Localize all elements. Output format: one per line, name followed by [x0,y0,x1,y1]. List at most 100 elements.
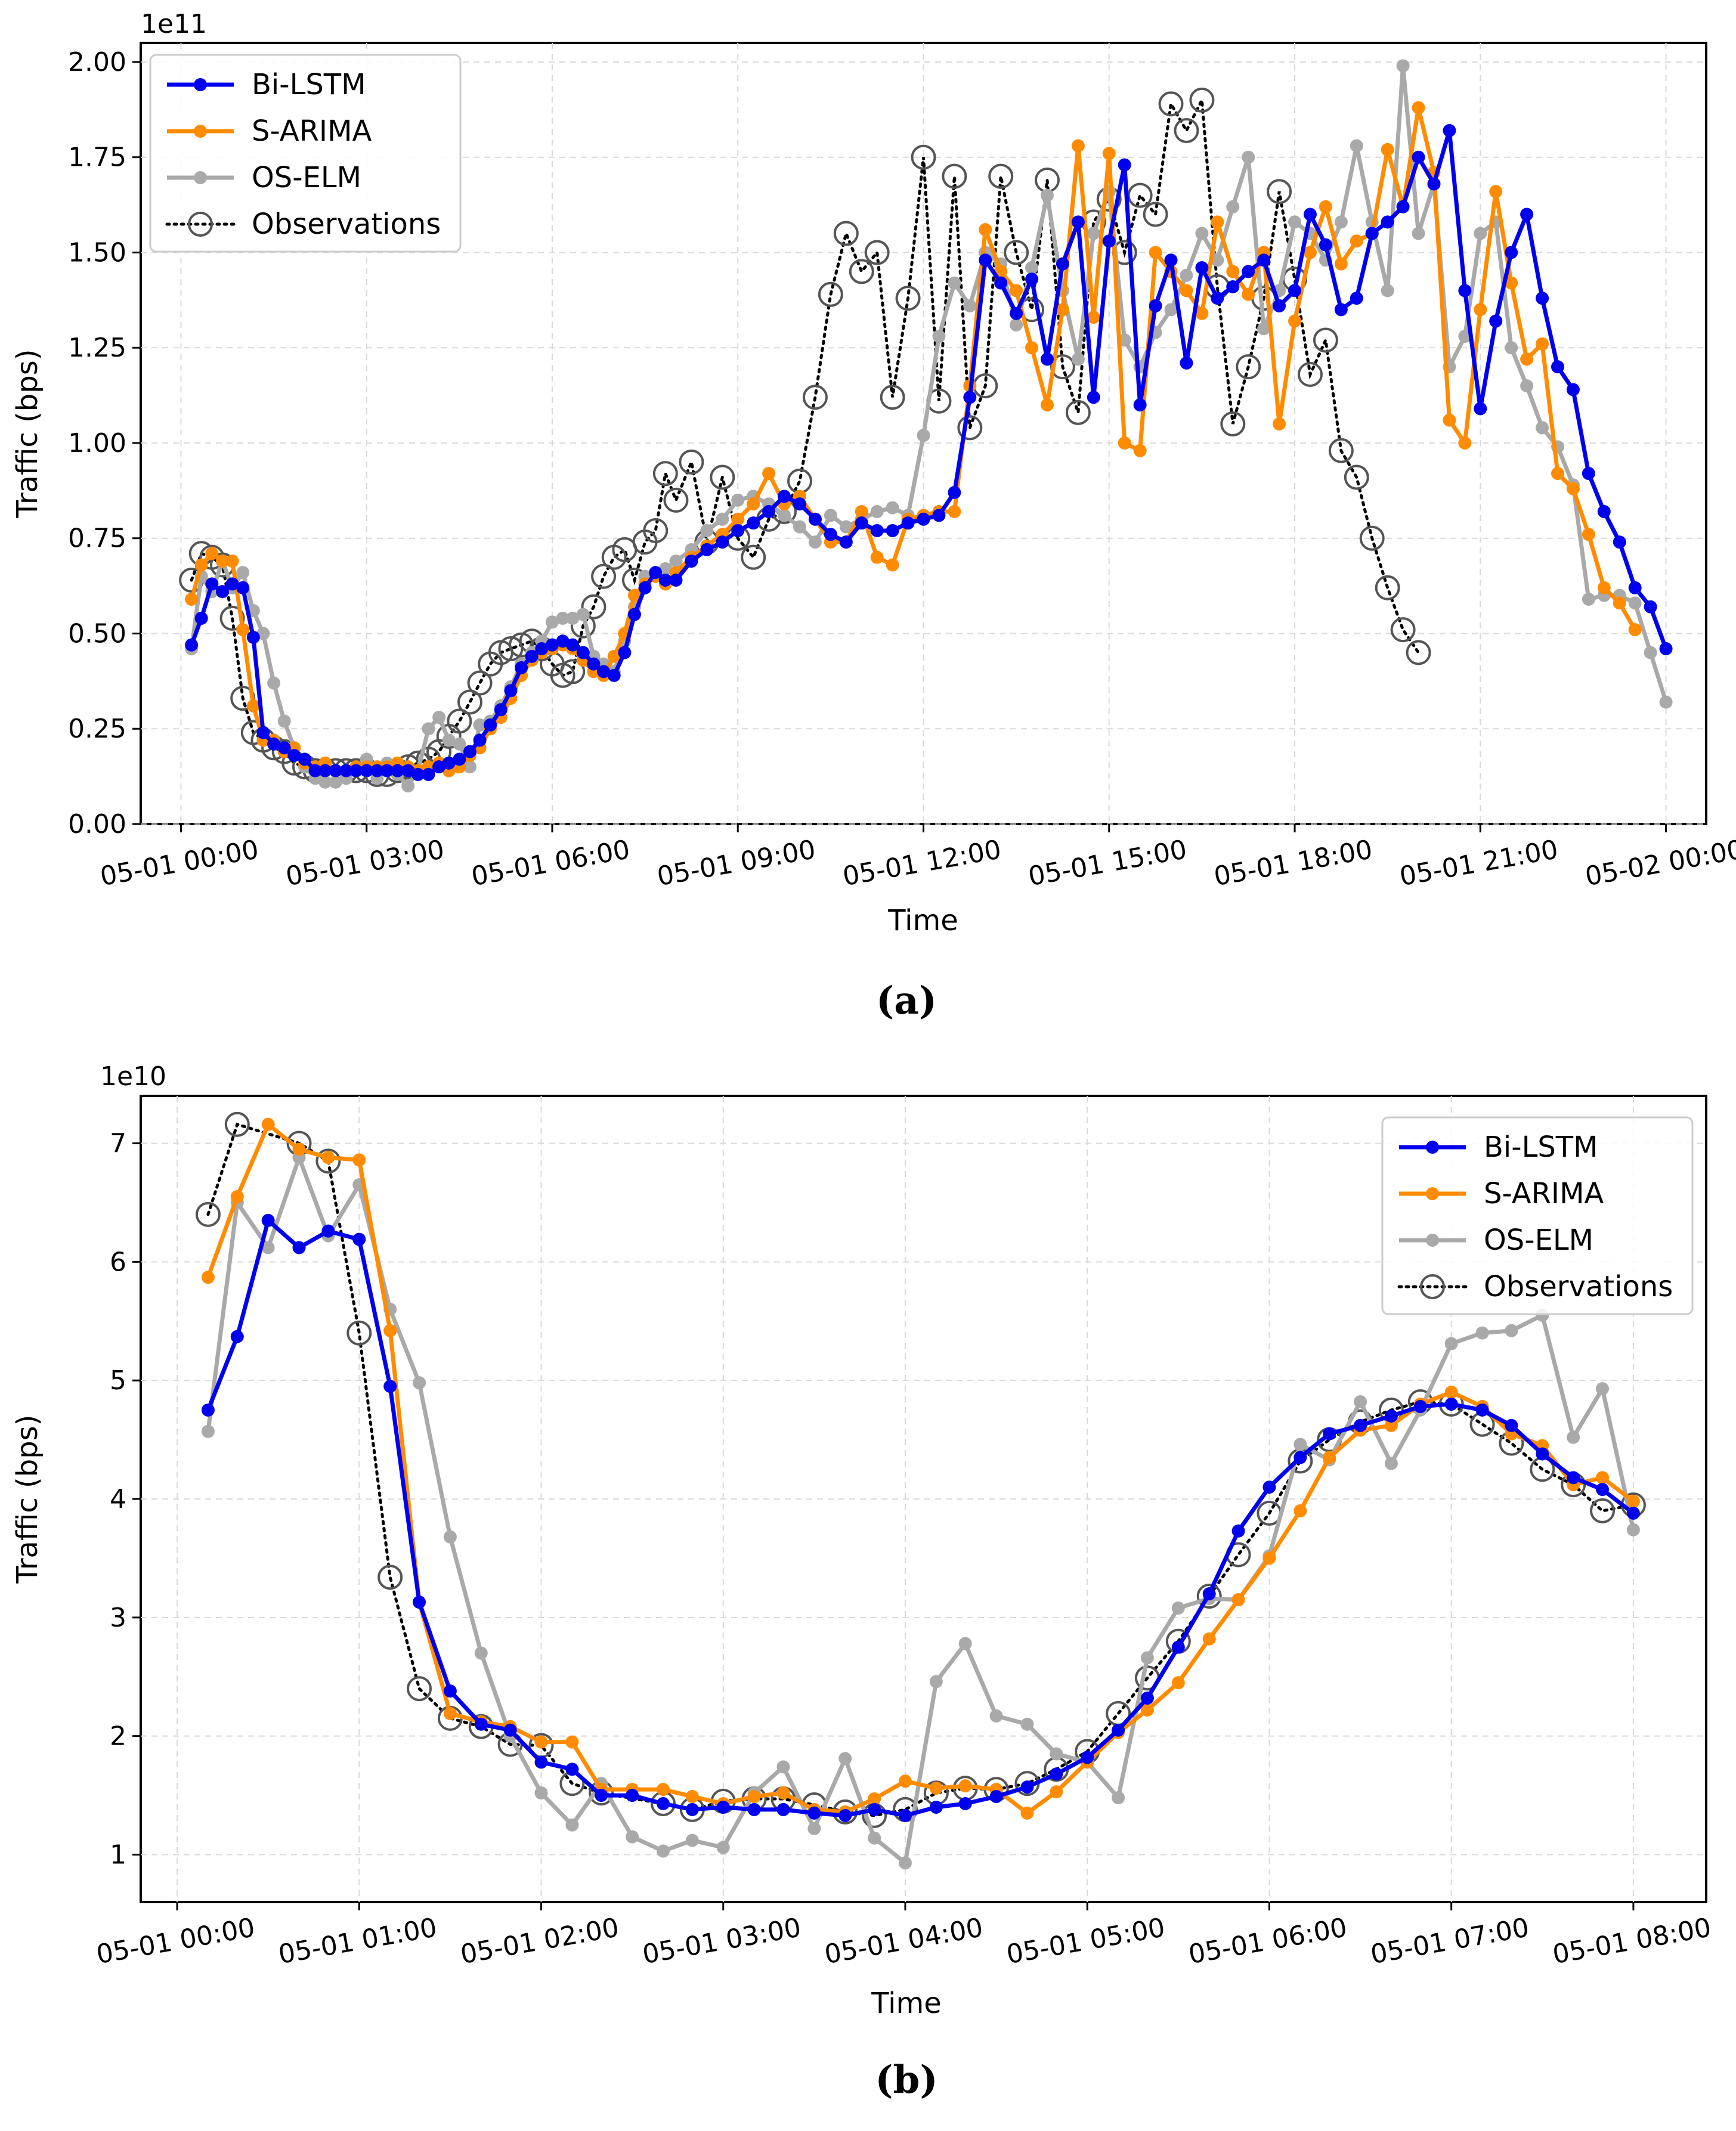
point-observations-b-31 [1196,1584,1222,1609]
point-observations-a-59 [849,259,874,284]
point-observations-a-78 [1143,202,1168,227]
point-s-arima-b-28 [1050,1785,1063,1799]
legend-a: Bi-LSTM S-ARIMA OS-ELM Observations [149,54,462,253]
point-observations-a-48 [679,449,704,475]
point-bi-lstm-b-23 [898,1808,912,1822]
point-os-elm-b-28 [1050,1747,1063,1761]
point-bi-lstm-a-12 [308,764,322,778]
point-os-elm-b-19 [776,1760,790,1774]
point-bi-lstm-b-16 [685,1802,699,1816]
point-s-arima-a-69 [1010,284,1023,298]
point-bi-lstm-a-84 [1242,265,1255,278]
point-s-arima-b-24 [929,1782,943,1795]
point-bi-lstm-a-23 [422,767,435,781]
point-s-arima-a-71 [1041,398,1054,412]
point-bi-lstm-b-41 [1444,1397,1458,1411]
legend-label-os-elm-a: OS-ELM [252,161,361,194]
point-bi-lstm-a-65 [948,486,961,500]
legend-label-observations-b: Observations [1484,1270,1673,1303]
point-os-elm-a-55 [793,520,806,534]
point-os-elm-a-26 [453,737,466,751]
series-bi-lstm-a [185,123,1673,781]
x-tick-label-b-1: 05-01 01:00 [276,1912,439,1970]
point-s-arima-b-46 [1596,1471,1610,1485]
point-observations-a-52 [741,544,766,570]
point-os-elm-a-82 [1211,253,1224,267]
point-observations-a-27 [457,689,482,715]
x-tick-label-a-7: 05-01 21:00 [1397,834,1560,892]
point-s-arima-a-95 [1412,101,1425,114]
point-bi-lstm-a-28 [473,733,487,747]
y-tick-label-b-6: 7 [110,1129,126,1159]
point-os-elm-a-25 [442,733,456,747]
point-s-arima-b-35 [1262,1551,1276,1565]
point-s-arima-a-97 [1443,413,1456,427]
point-bi-lstm-a-53 [762,505,776,518]
point-s-arima-b-4 [321,1151,335,1164]
point-os-elm-a-65 [948,276,961,290]
point-os-elm-a-81 [1195,227,1209,240]
point-os-elm-a-80 [1180,268,1193,282]
point-os-elm-b-8 [443,1530,457,1544]
point-s-arima-a-103 [1536,337,1549,351]
point-bi-lstm-a-13 [318,764,332,778]
point-bi-lstm-b-11 [534,1755,548,1769]
point-bi-lstm-a-60 [870,524,884,537]
point-s-arima-a-74 [1087,311,1100,324]
point-s-arima-a-98 [1458,436,1472,450]
point-bi-lstm-a-46 [658,574,672,587]
point-bi-lstm-b-26 [989,1790,1003,1804]
caption-a: (a) [876,978,937,1023]
x-axis-label-a: Time [887,904,958,937]
point-os-elm-a-109 [1628,596,1642,610]
point-s-arima-a-4 [225,555,239,568]
legend-box-b [1381,1116,1694,1315]
point-os-elm-a-87 [1288,215,1302,229]
point-bi-lstm-a-7 [256,726,270,739]
point-os-elm-a-28 [473,718,487,732]
point-s-arima-a-75 [1102,147,1116,160]
point-observations-b-3 [315,1148,341,1174]
point-observations-a-26 [447,708,472,734]
point-observations-a-86 [1267,179,1292,205]
point-s-arima-a-78 [1149,246,1162,259]
y-offset-label-b: 1e10 [100,1061,166,1092]
point-bi-lstm-a-17 [360,764,373,778]
point-bi-lstm-b-10 [503,1723,517,1737]
point-bi-lstm-b-14 [626,1789,639,1802]
point-os-elm-a-73 [1071,352,1085,366]
point-observations-a-46 [652,461,678,487]
point-s-arima-b-32 [1171,1676,1185,1690]
point-bi-lstm-a-100 [1489,314,1503,328]
legend-marker-s-arima-b [1426,1187,1439,1200]
point-observations-a-93 [1375,575,1400,600]
point-os-elm-a-37 [566,611,580,625]
point-bi-lstm-b-42 [1475,1403,1489,1417]
point-bi-lstm-a-68 [994,276,1008,290]
point-bi-lstm-b-9 [474,1717,488,1731]
point-bi-lstm-a-29 [484,718,497,732]
point-bi-lstm-a-36 [556,634,570,648]
point-s-arima-a-100 [1489,185,1503,199]
point-s-arima-b-34 [1231,1593,1245,1606]
point-os-elm-a-84 [1242,150,1255,164]
point-bi-lstm-a-99 [1474,402,1487,416]
point-bi-lstm-a-64 [932,509,946,522]
point-bi-lstm-a-1 [194,611,208,625]
point-bi-lstm-a-39 [587,657,601,671]
y-tick-label-b-4: 5 [110,1365,126,1396]
x-tick-label-b-6: 05-01 06:00 [1186,1912,1349,1970]
point-os-elm-a-91 [1350,139,1363,153]
point-bi-lstm-b-47 [1626,1506,1640,1520]
chart-panel-a: 0.00 0.25 0.50 0.75 1.00 1.25 1.50 1.75 2.00 05-… [11,9,1736,1023]
point-bi-lstm-b-30 [1112,1723,1125,1737]
point-os-elm-a-14 [329,775,342,789]
point-os-elm-b-14 [626,1830,639,1844]
point-s-arima-a-91 [1350,234,1363,248]
legend-box-a [149,54,462,253]
point-os-elm-a-38 [576,608,590,621]
chart-panel-b: 1 2 3 4 5 6 7 05-01 00:00 05-01 01:00 05-01 02:0… [11,1061,1713,2102]
point-observations-a-89 [1313,327,1338,353]
point-s-arima-a-53 [762,467,776,481]
point-bi-lstm-a-21 [401,764,415,778]
